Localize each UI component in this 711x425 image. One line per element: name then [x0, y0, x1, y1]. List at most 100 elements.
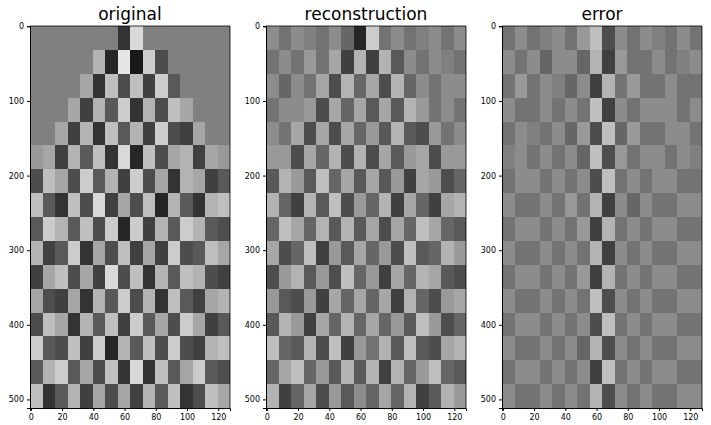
- heatmap-cell: [379, 26, 392, 50]
- heatmap-cell: [105, 26, 118, 50]
- heatmap-cell: [416, 336, 429, 360]
- heatmap-cell: [404, 122, 417, 146]
- y-tick: 100: [9, 97, 30, 106]
- heatmap-cell: [602, 50, 615, 74]
- heatmap-cell: [441, 336, 454, 360]
- heatmap-cell: [155, 360, 168, 384]
- heatmap-cell: [615, 313, 628, 337]
- heatmap-cell: [68, 217, 81, 241]
- x-tick-mark: [628, 408, 629, 411]
- heatmap-cell: [266, 122, 279, 146]
- heatmap-cell: [527, 74, 540, 98]
- x-tick-mark: [659, 408, 660, 411]
- heatmap-cell: [118, 98, 131, 122]
- heatmap-cell: [429, 74, 442, 98]
- heatmap-cell: [602, 289, 615, 313]
- heatmap-cell: [441, 26, 454, 50]
- heatmap-cell: [577, 50, 590, 74]
- heatmap-cell: [690, 217, 703, 241]
- heatmap-cell: [366, 265, 379, 289]
- heatmap-cell: [366, 336, 379, 360]
- heatmap-cell: [316, 193, 329, 217]
- heatmap-cell: [218, 265, 231, 289]
- y-tick-mark: [499, 176, 502, 177]
- heatmap-cell: [454, 336, 467, 360]
- heatmap-cell: [540, 217, 553, 241]
- heatmap-cell: [68, 313, 81, 337]
- heatmap-cell: [677, 241, 690, 265]
- x-tick-label: 100: [416, 413, 431, 422]
- heatmap-cell: [30, 98, 43, 122]
- y-tick-mark: [263, 325, 266, 326]
- heatmap-cell: [180, 169, 193, 193]
- y-tick-label: 100: [481, 97, 496, 106]
- heatmap-cell: [68, 26, 81, 50]
- heatmap-cell: [640, 336, 653, 360]
- heatmap-cell: [43, 122, 56, 146]
- y-tick-mark: [27, 325, 30, 326]
- heatmap-cell: [43, 98, 56, 122]
- heatmap-cell: [665, 122, 678, 146]
- heatmap-cell: [615, 145, 628, 169]
- y-tick-mark: [27, 399, 30, 400]
- heatmap-cell: [118, 217, 131, 241]
- heatmap-cell: [316, 74, 329, 98]
- heatmap-cell: [590, 265, 603, 289]
- heatmap-cell: [118, 384, 131, 408]
- heatmap-cell: [304, 98, 317, 122]
- heatmap-cell: [391, 122, 404, 146]
- heatmap-cell: [640, 74, 653, 98]
- heatmap-cell: [341, 313, 354, 337]
- heatmap-cell: [577, 241, 590, 265]
- y-tick-mark: [263, 101, 266, 102]
- heatmap-cell: [279, 169, 292, 193]
- heatmap-cell: [404, 50, 417, 74]
- heatmap-cell: [677, 50, 690, 74]
- heatmap-cell: [454, 360, 467, 384]
- x-tick: 120: [211, 408, 226, 422]
- y-tick-mark: [499, 250, 502, 251]
- heatmap-cell: [527, 26, 540, 50]
- y-tick-mark: [27, 26, 30, 27]
- heatmap-cell: [577, 384, 590, 408]
- x-tick-label: 120: [447, 413, 462, 422]
- heatmap-cell: [80, 145, 93, 169]
- heatmap-cell: [193, 169, 206, 193]
- y-tick-mark: [499, 101, 502, 102]
- heatmap-cell: [404, 313, 417, 337]
- heatmap-cell: [677, 74, 690, 98]
- y-axis: 0100200300400500: [245, 22, 267, 408]
- heatmap-cell: [354, 241, 367, 265]
- heatmap-cell: [118, 169, 131, 193]
- heatmap-cell: [193, 360, 206, 384]
- heatmap-cell: [640, 241, 653, 265]
- heatmap-cell: [279, 217, 292, 241]
- heatmap-cell: [690, 98, 703, 122]
- y-tick: 500: [481, 395, 502, 404]
- heatmap-cell: [80, 217, 93, 241]
- heatmap-cell: [640, 384, 653, 408]
- heatmap-cell: [155, 145, 168, 169]
- heatmap-cell: [615, 289, 628, 313]
- x-axis: 020406080100120: [29, 408, 231, 422]
- heatmap-cell: [677, 313, 690, 337]
- panel: 0204060801001200100200300400500reconstru…: [245, 4, 467, 422]
- heatmap-cell: [652, 50, 665, 74]
- heatmap-cell: [193, 217, 206, 241]
- heatmap-cell: [590, 193, 603, 217]
- heatmap-cell: [577, 122, 590, 146]
- heatmap-cell: [93, 265, 106, 289]
- heatmap-cell: [68, 336, 81, 360]
- heatmap-cell: [168, 50, 181, 74]
- heatmap-cell: [168, 289, 181, 313]
- heatmap-cell: [404, 26, 417, 50]
- x-tick-label: 20: [57, 413, 67, 422]
- heatmap-cell: [527, 169, 540, 193]
- x-tick-label: 40: [561, 413, 571, 422]
- heatmap-cell: [354, 336, 367, 360]
- heatmap-cell: [602, 265, 615, 289]
- heatmap-cell: [341, 50, 354, 74]
- heatmap-cell: [193, 336, 206, 360]
- heatmap-cell: [429, 169, 442, 193]
- heatmap-cell: [68, 289, 81, 313]
